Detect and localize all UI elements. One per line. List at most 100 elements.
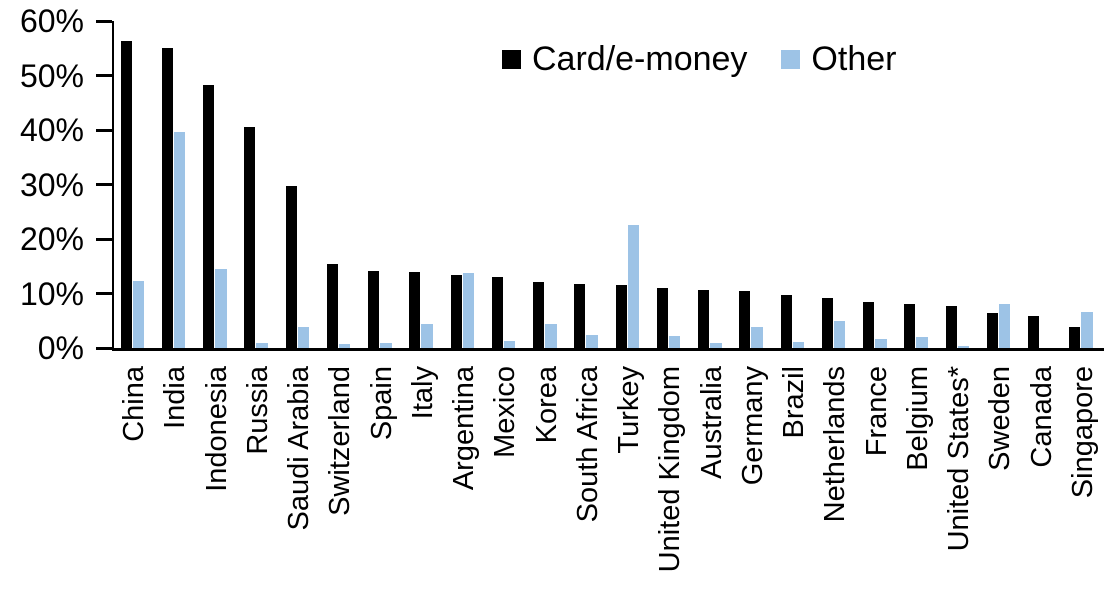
bar-card-e-money-united-states xyxy=(945,305,957,348)
bar-card-e-money-brazil xyxy=(780,294,792,348)
bar-group-united-states xyxy=(939,21,980,348)
x-axis-label-russia: Russia xyxy=(241,366,274,455)
bar-card-e-money-turkey xyxy=(615,285,627,348)
bar-other-france xyxy=(875,339,887,348)
bar-card-e-money-russia xyxy=(244,127,256,348)
bar-group-germany xyxy=(733,21,774,348)
y-axis-tick xyxy=(96,346,112,350)
bar-card-e-money-mexico xyxy=(491,277,503,348)
legend-label-card-e-money: Card/e-money xyxy=(532,40,748,78)
bar-group-sweden xyxy=(980,21,1021,348)
bar-other-mexico xyxy=(503,340,516,348)
bar-other-india xyxy=(173,131,186,348)
bar-other-belgium xyxy=(916,337,928,348)
bar-other-turkey xyxy=(627,225,639,348)
y-axis-tick-label: 50% xyxy=(19,57,84,94)
bar-other-switzerland xyxy=(338,343,351,348)
bar-group-italy xyxy=(403,21,444,348)
bar-card-e-money-korea xyxy=(533,281,544,348)
y-axis-tick-label: 10% xyxy=(19,275,84,312)
bar-other-sweden xyxy=(998,304,1011,348)
bar-group-mexico xyxy=(485,21,526,348)
x-axis-label-singapore: Singapore xyxy=(1066,366,1099,499)
bar-card-e-money-singapore xyxy=(1069,326,1081,348)
x-axis-label-australia: Australia xyxy=(695,366,728,479)
x-axis-label-switzerland: Switzerland xyxy=(324,366,357,516)
x-axis-label-south-africa: South Africa xyxy=(571,366,604,523)
x-axis-label-mexico: Mexico xyxy=(489,366,522,458)
bar-other-united-kingdom xyxy=(668,335,681,348)
bar-group-brazil xyxy=(774,21,815,348)
y-axis-tick xyxy=(96,183,112,186)
x-axis-label-argentina: Argentina xyxy=(448,366,481,491)
bar-group-india xyxy=(155,21,196,348)
bar-card-e-money-netherlands xyxy=(821,298,833,348)
x-axis-label-netherlands: Netherlands xyxy=(819,366,852,523)
y-axis-tick xyxy=(96,292,112,295)
bar-group-argentina xyxy=(444,21,485,348)
bar-card-e-money-china xyxy=(120,41,132,348)
bar-group-france xyxy=(857,21,898,348)
bar-group-korea xyxy=(527,21,568,348)
bar-card-e-money-south-africa xyxy=(574,283,586,348)
bar-card-e-money-indonesia xyxy=(203,84,214,348)
bar-other-singapore xyxy=(1081,312,1093,348)
y-axis-tick xyxy=(96,74,112,77)
x-axis-label-united-states: United States* xyxy=(943,366,976,552)
y-axis-tick-label: 0% xyxy=(37,330,84,366)
bar-group-belgium xyxy=(898,21,939,348)
x-axis-label-korea: Korea xyxy=(530,366,563,444)
x-axis-label-saudi-arabia: Saudi Arabia xyxy=(283,366,316,531)
bar-other-germany xyxy=(751,327,763,348)
bar-card-e-money-switzerland xyxy=(326,263,338,348)
legend-swatch-card-e-money xyxy=(502,49,521,69)
plot-area xyxy=(112,21,1104,351)
bar-group-russia xyxy=(238,21,279,348)
legend-item-card-e-money: Card/e-money xyxy=(502,42,747,76)
bar-group-turkey xyxy=(609,21,650,348)
y-axis-tick-label: 60% xyxy=(19,3,84,39)
bar-other-spain xyxy=(380,342,392,348)
x-axis-label-indonesia: Indonesia xyxy=(200,366,233,492)
bar-other-united-states xyxy=(957,346,969,348)
bar-card-e-money-saudi-arabia xyxy=(285,185,297,348)
x-axis-label-sweden: Sweden xyxy=(984,366,1017,471)
y-axis-tick-label: 40% xyxy=(19,112,84,148)
y-axis-tick-label: 20% xyxy=(19,221,84,257)
bar-card-e-money-canada xyxy=(1028,316,1039,348)
legend-label-other: Other xyxy=(811,40,897,78)
bar-other-italy xyxy=(421,323,433,348)
x-axis-label-france: France xyxy=(860,366,893,457)
x-axis-label-china: China xyxy=(118,366,151,442)
bar-other-korea xyxy=(545,323,557,348)
x-axis-label-india: India xyxy=(159,366,192,429)
bar-other-china xyxy=(132,281,144,348)
x-axis-label-brazil: Brazil xyxy=(778,366,811,439)
legend-item-other: Other xyxy=(781,42,896,76)
bar-other-argentina xyxy=(462,272,474,348)
chart-legend: Card/e-money Other xyxy=(502,42,896,76)
x-axis-label-belgium: Belgium xyxy=(901,366,934,471)
x-axis-label-spain: Spain xyxy=(365,366,398,441)
bar-group-singapore xyxy=(1063,21,1104,348)
bar-other-saudi-arabia xyxy=(297,327,309,348)
bar-group-united-kingdom xyxy=(650,21,691,348)
bar-group-indonesia xyxy=(197,21,238,348)
bar-group-saudi-arabia xyxy=(279,21,320,348)
bar-group-south-africa xyxy=(568,21,609,348)
x-axis-label-germany: Germany xyxy=(736,366,769,486)
bar-other-indonesia xyxy=(215,269,227,348)
bar-group-netherlands xyxy=(815,21,856,348)
x-axis-label-turkey: Turkey xyxy=(613,366,646,454)
bar-group-china xyxy=(114,21,155,348)
x-axis-label-italy: Italy xyxy=(406,366,439,420)
bar-other-brazil xyxy=(792,342,804,348)
legend-swatch-other xyxy=(781,49,801,69)
bar-card-e-money-sweden xyxy=(986,313,998,348)
bar-card-e-money-india xyxy=(161,47,173,348)
y-axis-tick xyxy=(96,128,112,132)
x-axis-label-canada: Canada xyxy=(1025,366,1058,468)
bar-card-e-money-germany xyxy=(739,290,751,348)
bar-group-canada xyxy=(1022,21,1063,348)
